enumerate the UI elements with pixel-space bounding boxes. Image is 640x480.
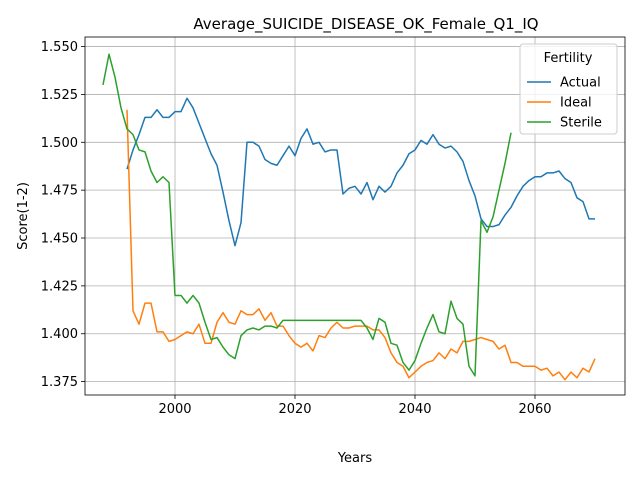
y-tick-label: 1.425: [41, 279, 78, 294]
legend-label-sterile: Sterile: [560, 116, 602, 131]
series-line-ideal: [126, 109, 596, 381]
x-tick-label: 2020: [278, 402, 311, 417]
y-axis-label: Score(1-2): [16, 182, 31, 250]
x-tick-label: 2040: [398, 402, 431, 417]
x-axis-ticks: 2000 2020 2040 2060: [158, 395, 552, 417]
y-tick-label: 1.400: [41, 327, 78, 342]
y-axis-ticks: 1.375 1.400 1.425 1.450 1.475 1.500 1.525 1.550: [41, 40, 85, 390]
legend-label-ideal: Ideal: [560, 96, 592, 111]
x-axis-label: Years: [337, 451, 373, 466]
series-line-sterile: [102, 53, 512, 377]
y-tick-label: 1.475: [41, 184, 78, 199]
grid-lines: [85, 37, 625, 395]
plot-frame: [84, 36, 626, 396]
y-tick-label: 1.500: [41, 136, 78, 151]
chart-title: Average_SUICIDE_DISEASE_OK_Female_Q1_IQ: [193, 15, 538, 34]
x-tick-label: 2000: [158, 402, 191, 417]
legend-label-actual: Actual: [560, 76, 601, 91]
series-lines: [102, 53, 596, 381]
y-tick-label: 1.450: [41, 232, 78, 247]
series-line-actual: [126, 97, 595, 247]
legend-title: Fertility: [544, 51, 593, 66]
legend-entries: Actual Ideal Sterile: [527, 76, 602, 131]
y-tick-label: 1.550: [41, 40, 78, 55]
y-tick-label: 1.375: [41, 375, 78, 390]
legend-box: [519, 43, 618, 135]
legend: Fertility Actual Ideal Sterile: [519, 43, 618, 135]
y-tick-label: 1.525: [41, 88, 78, 103]
x-tick-label: 2060: [518, 402, 551, 417]
